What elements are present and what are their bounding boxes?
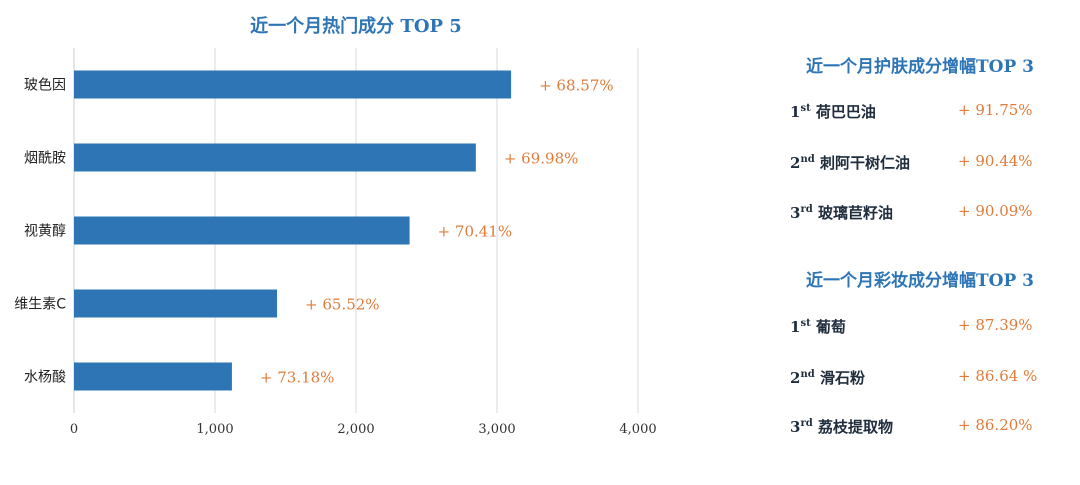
bar [74,70,512,99]
growth-value: + 91.75% [958,101,1033,119]
bar [74,143,476,172]
growth-value: + 90.44% [958,152,1033,170]
rank-label: 3rd 荔枝提取物 [790,418,893,436]
data-label: + 69.98% [504,150,579,168]
x-tick-label: 3,000 [478,422,515,437]
skincare-panel-title: 近一个月护肤成分增幅TOP 3 [806,57,1034,77]
x-tick-label: 4,000 [619,422,656,437]
makeup-item-3: 3rd 荔枝提取物 + 86.20% [790,416,1040,440]
rank-label: 1st 荷巴巴油 [790,103,876,121]
makeup-panel-title: 近一个月彩妆成分增幅TOP 3 [806,271,1034,291]
skincare-item-2: 2nd 刺阿干树仁油 + 90.44% [790,152,1040,176]
rank-label: 2nd 滑石粉 [790,369,865,387]
category-label: 玻色因 [24,77,66,94]
data-label: + 70.41% [438,223,513,241]
rank-label: 3rd 玻璃苣籽油 [790,204,893,222]
bar [74,289,278,318]
rank-label: 2nd 刺阿干树仁油 [790,154,910,172]
makeup-item-2: 2nd 滑石粉 + 86.64 % [790,367,1040,391]
bar [74,216,410,245]
growth-value: + 86.64 % [958,367,1038,385]
bar-chart: 0 1,000 2,000 3,000 4,000 玻色因 + 68.57% 烟酰胺 + 69.… [14,48,657,437]
chart-title: 近一个月热门成分 TOP 5 [250,16,462,37]
skincare-item-3: 3rd 玻璃苣籽油 + 90.09% [790,202,1040,226]
growth-value: + 86.20% [958,416,1033,434]
x-tick-label: 1,000 [196,422,233,437]
rank-label: 1st 葡萄 [790,318,846,336]
growth-value: + 87.39% [958,316,1033,334]
data-label: + 73.18% [260,369,335,387]
skincare-item-1: 1st 荷巴巴油 + 91.75% [790,101,1040,125]
x-tick-label: 0 [70,422,78,437]
data-label: + 65.52% [305,296,380,314]
category-label: 视黄醇 [24,223,66,240]
category-label: 维生素C [14,297,66,313]
data-label: + 68.57% [539,77,614,95]
bar [74,362,232,391]
category-label: 烟酰胺 [24,151,66,167]
growth-value: + 90.09% [958,202,1033,220]
x-tick-label: 2,000 [337,422,374,437]
makeup-item-1: 1st 葡萄 + 87.39% [790,316,1040,340]
category-label: 水杨酸 [24,370,66,386]
